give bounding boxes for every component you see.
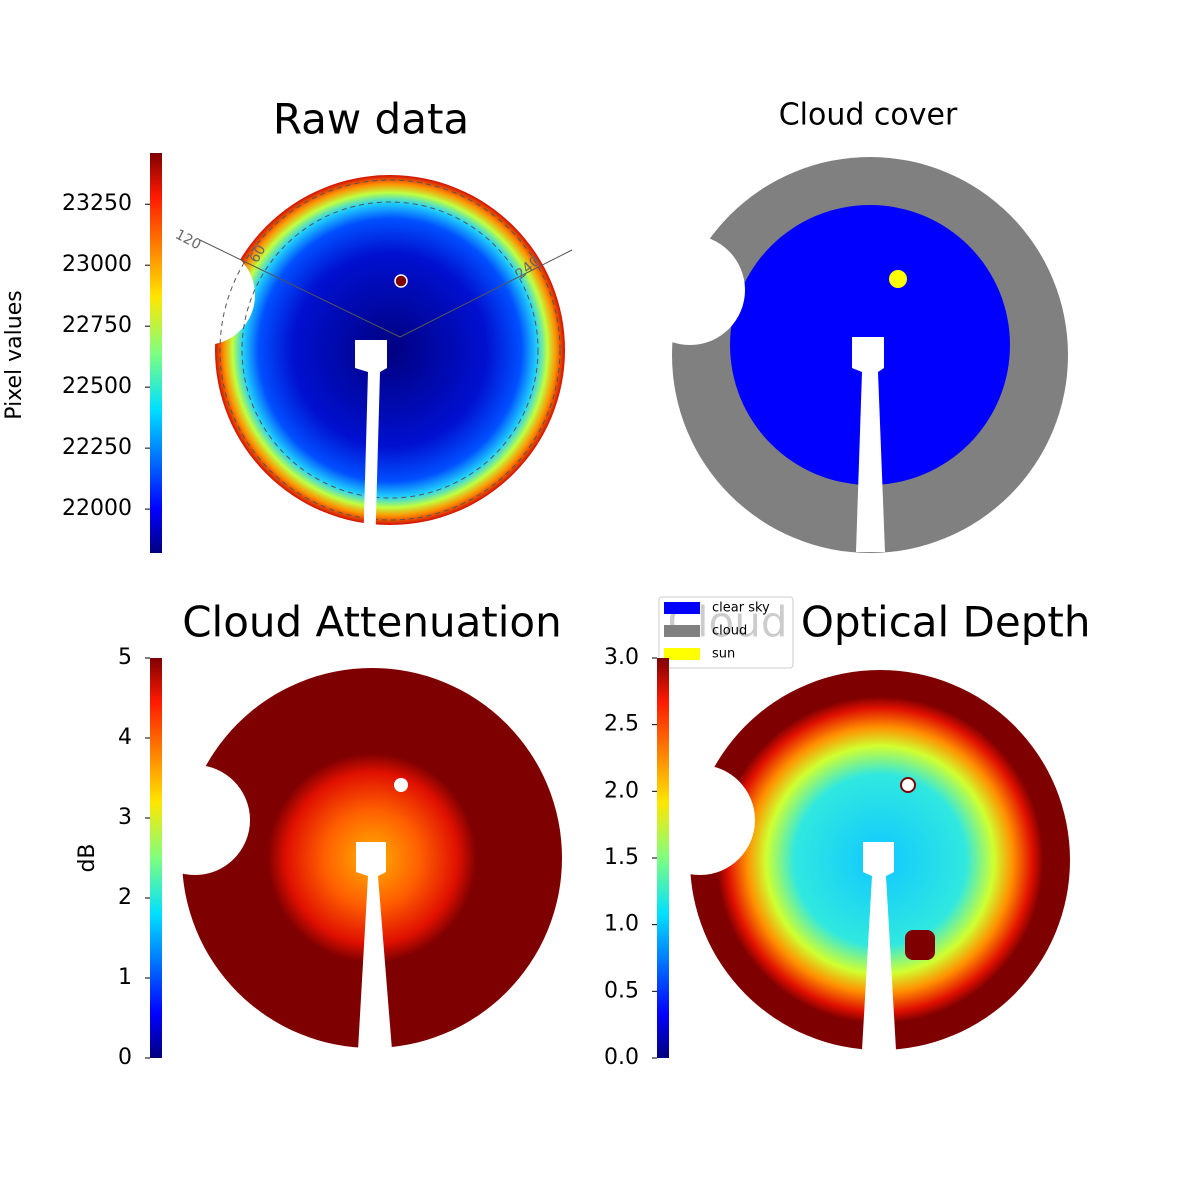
cod-image: [645, 670, 1070, 1050]
colorbar-tick-label: 5: [118, 645, 132, 670]
colorbar-tick-label: 2.5: [604, 712, 639, 737]
colorbar: [657, 658, 669, 1058]
colorbar: [150, 658, 162, 1058]
colorbar-tick-label: 22000: [62, 496, 132, 521]
chart-title: Cloud Attenuation: [182, 598, 562, 647]
cloud-cover-image: [635, 157, 1068, 553]
colorbar-tick-label: 22250: [62, 435, 132, 460]
colorbar-tick-label: 22500: [62, 374, 132, 399]
polar-label: 60: [247, 242, 270, 265]
colorbar-tick-label: 0.5: [604, 978, 639, 1003]
colorbar-tick-label: 3: [118, 805, 132, 830]
colorbar-tick-label: 4: [118, 725, 132, 750]
colorbar-label: Pixel values: [2, 290, 27, 419]
colorbar-tick-label: 23000: [62, 252, 132, 277]
colorbar-tick-label: 22750: [62, 313, 132, 338]
colorbar-tick-label: 0.0: [604, 1045, 639, 1070]
legend-label: cloud: [712, 624, 747, 639]
legend-swatch: [664, 648, 700, 660]
legend-swatch: [664, 625, 700, 637]
colorbar: [150, 153, 162, 553]
colorbar-tick-label: 2: [118, 885, 132, 910]
raw-image: [155, 175, 573, 552]
chart-title: Raw data: [273, 95, 469, 144]
colorbar-tick-label: 2.0: [604, 778, 639, 803]
legend-label: clear sky: [712, 601, 770, 616]
legend-swatch: [664, 602, 700, 614]
colorbar-tick-label: 23250: [62, 191, 132, 216]
legend-label: sun: [712, 647, 735, 662]
colorbar-label: dB: [75, 843, 100, 872]
colorbar-tick-label: 0: [118, 1045, 132, 1070]
colorbar-tick-label: 1: [118, 965, 132, 990]
colorbar-tick-label: 3.0: [604, 645, 639, 670]
attenuation-image: [140, 668, 562, 1050]
chart-title: Cloud cover: [779, 98, 958, 133]
colorbar-tick-label: 1.0: [604, 912, 639, 937]
colorbar-tick-label: 1.5: [604, 845, 639, 870]
